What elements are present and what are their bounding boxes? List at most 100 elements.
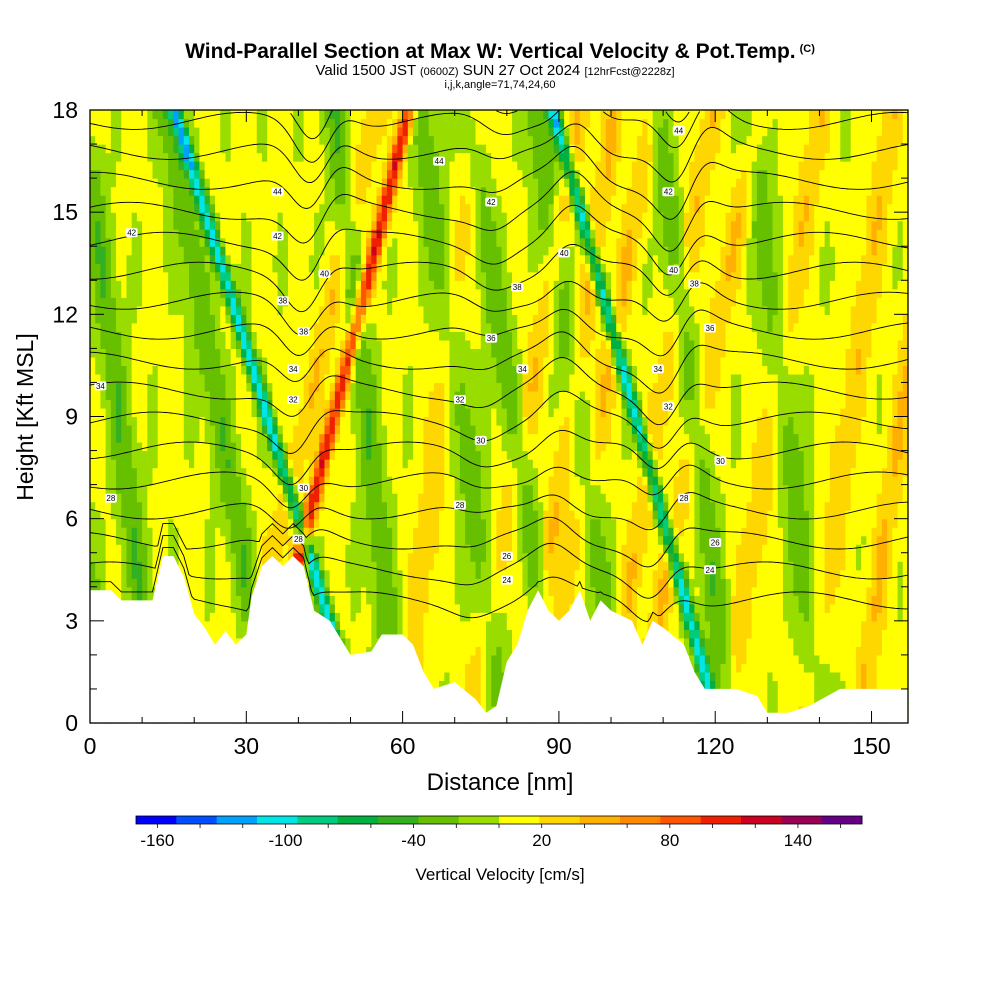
field-cell bbox=[178, 280, 185, 290]
field-cell bbox=[303, 382, 310, 392]
field-cell bbox=[116, 510, 122, 520]
field-cell bbox=[314, 246, 320, 256]
field-cell bbox=[314, 399, 320, 409]
field-cell bbox=[116, 152, 122, 162]
field-cell bbox=[314, 365, 320, 375]
field-cell bbox=[199, 161, 206, 171]
field-cell bbox=[444, 493, 451, 503]
field-cell bbox=[246, 501, 253, 511]
field-cell bbox=[402, 110, 409, 120]
field-cell bbox=[293, 118, 300, 128]
field-cell bbox=[366, 229, 372, 239]
field-cell bbox=[147, 569, 154, 579]
field-cell bbox=[246, 297, 253, 307]
field-cell bbox=[303, 433, 310, 443]
field-cell bbox=[366, 407, 372, 418]
field-cell bbox=[157, 127, 164, 137]
field-cell bbox=[287, 518, 294, 528]
field-cell bbox=[428, 544, 435, 554]
field-cell bbox=[194, 365, 201, 375]
field-cell bbox=[142, 501, 148, 511]
field-cell bbox=[324, 535, 331, 545]
field-cell bbox=[303, 135, 310, 145]
field-cell bbox=[199, 390, 206, 401]
field-cell bbox=[168, 339, 174, 349]
field-cell bbox=[350, 390, 357, 401]
field-cell bbox=[334, 569, 341, 579]
field-cell bbox=[95, 569, 102, 579]
field-cell bbox=[319, 510, 326, 520]
field-cell bbox=[131, 356, 138, 367]
field-cell bbox=[241, 212, 247, 222]
field-cell bbox=[261, 135, 268, 145]
field-cell bbox=[407, 246, 414, 256]
field-cell bbox=[105, 450, 112, 460]
field-cell bbox=[423, 646, 430, 656]
field-cell bbox=[418, 356, 425, 367]
field-cell bbox=[433, 467, 440, 477]
field-cell bbox=[256, 314, 263, 324]
field-cell bbox=[256, 365, 263, 375]
field-cell bbox=[136, 399, 143, 409]
field-cell bbox=[168, 399, 174, 409]
field-cell bbox=[392, 220, 398, 230]
field-cell bbox=[162, 365, 169, 375]
field-cell bbox=[423, 578, 430, 588]
field-cell bbox=[251, 305, 258, 315]
field-cell bbox=[308, 297, 315, 307]
field-cell bbox=[105, 459, 112, 469]
field-cell bbox=[413, 356, 419, 367]
field-cell bbox=[95, 493, 102, 503]
field-cell bbox=[386, 612, 393, 622]
field-cell bbox=[298, 382, 305, 392]
field-cell bbox=[360, 646, 367, 656]
field-cell bbox=[345, 161, 352, 171]
field-cell bbox=[319, 493, 326, 503]
field-cell bbox=[121, 373, 128, 384]
field-cell bbox=[371, 161, 378, 171]
field-cell bbox=[345, 510, 352, 520]
field-cell bbox=[194, 535, 201, 545]
field-cell bbox=[90, 178, 96, 188]
field-cell bbox=[220, 535, 227, 545]
field-cell bbox=[116, 322, 122, 332]
field-cell bbox=[199, 212, 206, 222]
field-cell bbox=[407, 110, 414, 120]
field-cell bbox=[371, 390, 378, 401]
field-cell bbox=[241, 484, 247, 494]
field-cell bbox=[168, 322, 174, 332]
field-cell bbox=[95, 373, 102, 384]
field-cell bbox=[194, 135, 201, 145]
field-cell bbox=[225, 510, 232, 520]
field-cell bbox=[147, 382, 154, 392]
field-cell bbox=[329, 186, 336, 196]
field-cell bbox=[121, 552, 128, 562]
field-cell bbox=[131, 322, 138, 332]
field-cell bbox=[178, 373, 185, 384]
field-cell bbox=[136, 271, 143, 281]
field-cell bbox=[215, 450, 221, 460]
field-cell bbox=[428, 527, 435, 537]
field-cell bbox=[256, 510, 263, 520]
field-cell bbox=[287, 450, 294, 460]
field-cell bbox=[199, 178, 206, 188]
field-cell bbox=[287, 195, 294, 205]
field-cell bbox=[246, 407, 253, 418]
field-cell bbox=[392, 161, 398, 171]
field-cell bbox=[334, 407, 341, 418]
field-cell bbox=[366, 348, 372, 358]
field-cell bbox=[90, 578, 96, 588]
field-cell bbox=[319, 527, 326, 537]
field-cell bbox=[131, 127, 138, 137]
field-cell bbox=[147, 450, 154, 460]
field-cell bbox=[282, 450, 289, 460]
field-cell bbox=[194, 612, 201, 622]
field-cell bbox=[413, 552, 419, 562]
field-cell bbox=[439, 416, 445, 426]
field-cell bbox=[439, 399, 445, 409]
field-cell bbox=[350, 254, 357, 264]
field-cell bbox=[298, 467, 305, 477]
field-cell bbox=[449, 544, 456, 554]
field-cell bbox=[355, 297, 362, 307]
field-cell bbox=[188, 203, 195, 213]
